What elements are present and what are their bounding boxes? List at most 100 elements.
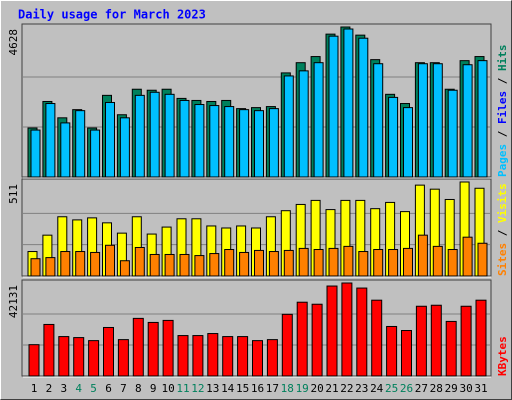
bar <box>239 109 250 178</box>
x-tick-label: 15 <box>236 382 249 395</box>
bar <box>88 340 100 377</box>
bar <box>341 282 353 377</box>
bar <box>119 260 130 277</box>
bar <box>179 253 190 277</box>
bar <box>475 299 487 377</box>
x-tick-label: 16 <box>251 382 264 395</box>
bar <box>75 110 86 178</box>
bar <box>401 330 412 377</box>
bar <box>415 305 427 377</box>
bar <box>283 75 294 178</box>
bar <box>386 325 398 377</box>
bar <box>268 251 279 277</box>
bar <box>252 340 263 377</box>
x-tick-label: 26 <box>400 382 413 395</box>
y-axis-label-part: Sites <box>496 243 509 276</box>
bar <box>117 339 129 377</box>
x-tick-label: 7 <box>120 382 127 395</box>
bar <box>75 251 86 277</box>
bar <box>358 37 369 178</box>
y-axis-label: Sites / Visits <box>496 183 509 276</box>
x-tick-label: 5 <box>90 382 97 395</box>
y-axis-label-part: / <box>496 124 509 144</box>
bar <box>373 63 384 178</box>
bar <box>328 35 339 178</box>
bar <box>30 129 41 178</box>
bar <box>105 244 115 277</box>
bar <box>343 28 354 178</box>
x-tick-label: 29 <box>445 382 458 395</box>
bar <box>162 319 174 377</box>
x-tick-label: 13 <box>206 382 219 395</box>
y-axis-label-part: Files <box>496 91 509 124</box>
bar <box>58 336 70 377</box>
x-tick-label: 25 <box>385 382 398 395</box>
bar <box>254 249 264 277</box>
bar <box>209 105 220 178</box>
bar <box>103 326 114 377</box>
bar <box>179 99 190 178</box>
bar <box>403 107 413 178</box>
bar <box>28 344 40 377</box>
bar <box>134 94 145 178</box>
bar <box>311 303 323 377</box>
bar <box>177 335 189 377</box>
x-tick-label: 21 <box>325 382 338 395</box>
bar <box>209 253 220 277</box>
x-tick-label: 20 <box>310 382 323 395</box>
bar <box>296 301 308 377</box>
x-tick-label: 1 <box>31 382 38 395</box>
bar <box>105 101 115 178</box>
x-tick-label: 9 <box>150 382 157 395</box>
bar <box>281 313 293 377</box>
x-tick-label: 18 <box>281 382 294 395</box>
y-axis-label-part: KBytes <box>496 336 509 376</box>
bar <box>147 321 159 377</box>
bar <box>356 287 368 377</box>
bar <box>447 89 458 178</box>
y-axis-label-part: Pages <box>496 144 509 177</box>
x-tick-label: 30 <box>459 382 472 395</box>
bar <box>477 242 488 277</box>
bar <box>326 285 338 377</box>
bar <box>283 249 294 277</box>
bar <box>358 251 369 277</box>
bar <box>432 245 443 277</box>
bar <box>30 258 41 277</box>
bar <box>90 251 101 277</box>
x-tick-label: 10 <box>161 382 174 395</box>
y-tick-label: 42131 <box>7 285 20 318</box>
bar <box>477 60 488 178</box>
bar <box>194 104 205 178</box>
y-axis-label-part: Hits <box>496 45 509 72</box>
bar <box>164 93 175 178</box>
bar <box>149 91 160 178</box>
bar <box>60 122 71 178</box>
chart-title: Daily usage for March 2023 <box>18 8 206 22</box>
bar <box>328 247 339 277</box>
bar <box>192 335 204 377</box>
bar <box>298 247 309 277</box>
bar <box>432 63 443 178</box>
x-tick-label: 4 <box>75 382 82 395</box>
y-axis-label: Pages / Files / Hits <box>496 45 509 178</box>
y-tick-label: 511 <box>7 184 20 204</box>
x-tick-label: 6 <box>105 382 112 395</box>
x-tick-label: 12 <box>191 382 204 395</box>
bar <box>266 339 278 377</box>
bar <box>222 336 234 377</box>
y-axis-label-part: / <box>496 223 509 243</box>
bar <box>239 251 250 277</box>
bar <box>134 246 145 277</box>
bar <box>149 253 160 277</box>
bar <box>119 117 130 178</box>
bar <box>403 247 413 277</box>
bar <box>445 320 457 377</box>
x-tick-label: 3 <box>60 382 67 395</box>
bar <box>268 108 279 178</box>
bar <box>237 336 249 377</box>
bar <box>388 249 399 277</box>
x-tick-label: 17 <box>266 382 279 395</box>
